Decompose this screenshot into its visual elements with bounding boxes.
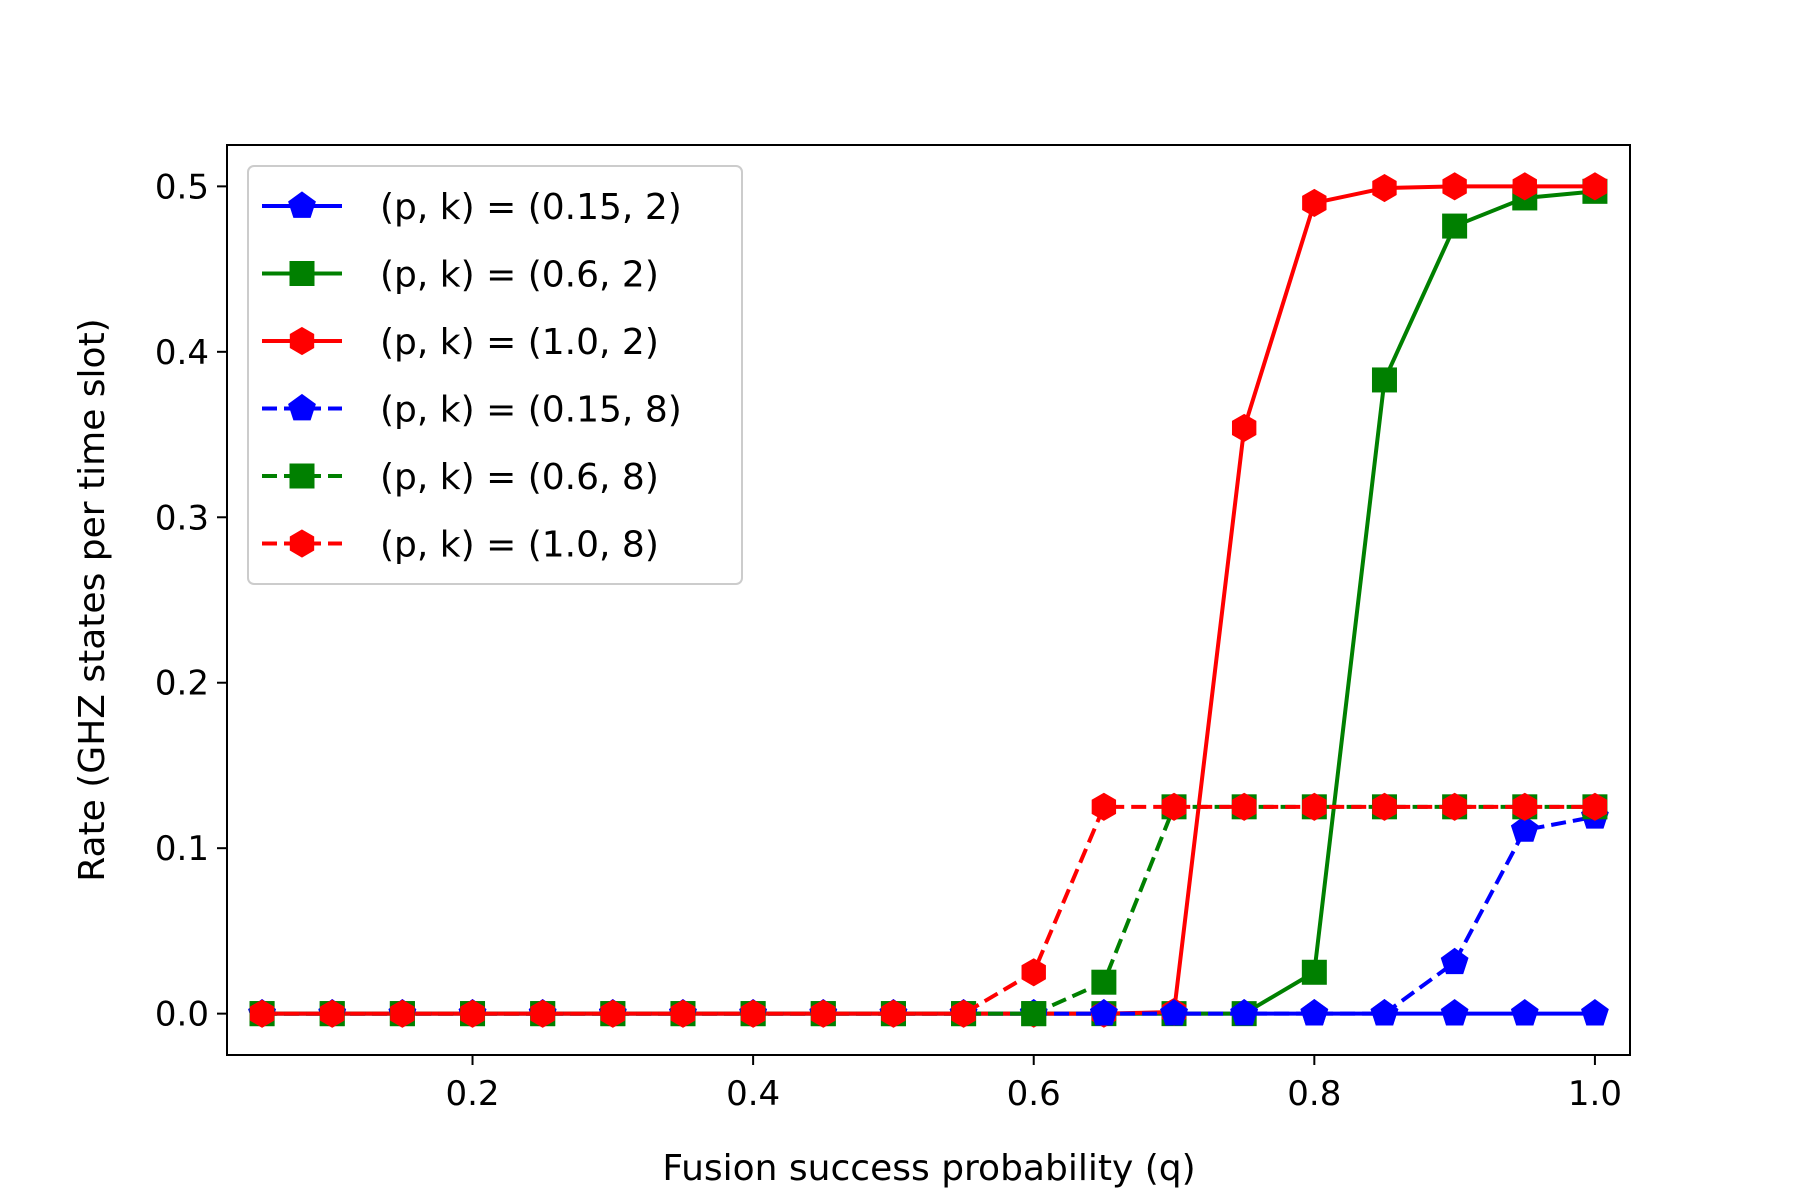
data-point [1372,173,1397,203]
legend-marker [288,393,316,421]
data-point [1372,792,1397,821]
x-tick-label: 0.8 [1287,1074,1341,1114]
data-point [1160,999,1188,1026]
data-point [1302,188,1327,217]
data-point [1581,999,1609,1026]
legend-item: (p, k) = (0.15, 8) [262,390,682,431]
data-point [1582,172,1608,201]
data-point [1230,999,1259,1026]
x-tick-label: 1.0 [1568,1074,1622,1114]
data-point [951,999,976,1028]
data-point [1370,999,1399,1026]
data-point [1440,947,1469,975]
data-point [1021,1001,1047,1027]
data-point [1442,792,1467,821]
x-tick-label: 0.6 [1007,1074,1061,1114]
axes-frame [226,144,1631,1056]
data-point [1091,792,1117,821]
y-tick-label: 0.5 [155,167,209,207]
data-point [1510,815,1539,842]
data-point [1089,999,1118,1026]
legend-label: (p, k) = (0.15, 2) [380,187,682,228]
data-point [320,999,345,1028]
data-point [1021,958,1046,987]
data-point [670,999,696,1028]
data-point [1512,172,1537,201]
legend-marker [289,463,315,489]
series-layer [248,172,1609,1028]
legend-marker [288,191,316,218]
data-point [390,999,415,1028]
legend-marker [289,261,315,286]
legend-label: (p, k) = (0.6, 8) [380,457,659,498]
data-point [1582,792,1608,821]
data-point [881,999,906,1028]
data-point [1442,172,1467,201]
legend-label: (p, k) = (0.15, 8) [380,390,682,431]
data-point [1091,969,1117,995]
x-tick-label: 0.4 [726,1074,780,1114]
data-point [600,999,626,1028]
legend-marker [289,529,315,558]
data-point [1440,999,1469,1026]
legend-item: (p, k) = (0.15, 2) [262,187,682,228]
data-point [1371,367,1397,393]
data-point [740,999,766,1028]
legend-label: (p, k) = (1.0, 2) [380,322,659,363]
x-tick-label: 0.2 [445,1074,499,1114]
series-6 [249,792,1608,1028]
y-tick-label: 0.3 [155,498,209,538]
legend-box [247,165,743,585]
data-point [460,999,485,1028]
y-tick-label: 0.4 [155,333,209,373]
data-point [1300,999,1329,1026]
data-point [1510,999,1539,1026]
data-point [1231,792,1257,821]
legend: (p, k) = (0.15, 2) (p, k) = (0.6, 2) (p, k… [247,165,743,585]
data-point [530,999,555,1028]
y-tick-label: 0.2 [155,664,209,704]
axes-layer: 0.2 0.4 0.6 0.8 1.0 0.0 0.1 0.2 0.3 0.4 0.5 [155,144,1631,1114]
data-point [1442,213,1468,239]
legend-item: (p, k) = (1.0, 2) [262,322,659,363]
data-point [1302,792,1327,821]
data-point [1301,959,1327,985]
legend-item: (p, k) = (0.6, 8) [262,457,659,498]
data-point [1512,792,1537,821]
legend-marker [289,326,315,356]
legend-item: (p, k) = (0.6, 2) [262,255,659,296]
y-axis-label: Rate (GHZ states per time slot) [72,318,113,881]
legend-label: (p, k) = (1.0, 8) [380,525,659,566]
legend-label: (p, k) = (0.6, 2) [380,255,659,296]
data-point [1231,413,1257,443]
y-tick-label: 0.1 [155,829,209,869]
y-tick-label: 0.0 [155,995,209,1035]
x-axis-label: Fusion success probability (q) [662,1148,1195,1189]
data-point [811,999,836,1028]
legend-item: (p, k) = (1.0, 8) [262,525,659,566]
data-point [1161,792,1187,821]
data-point [249,999,275,1028]
